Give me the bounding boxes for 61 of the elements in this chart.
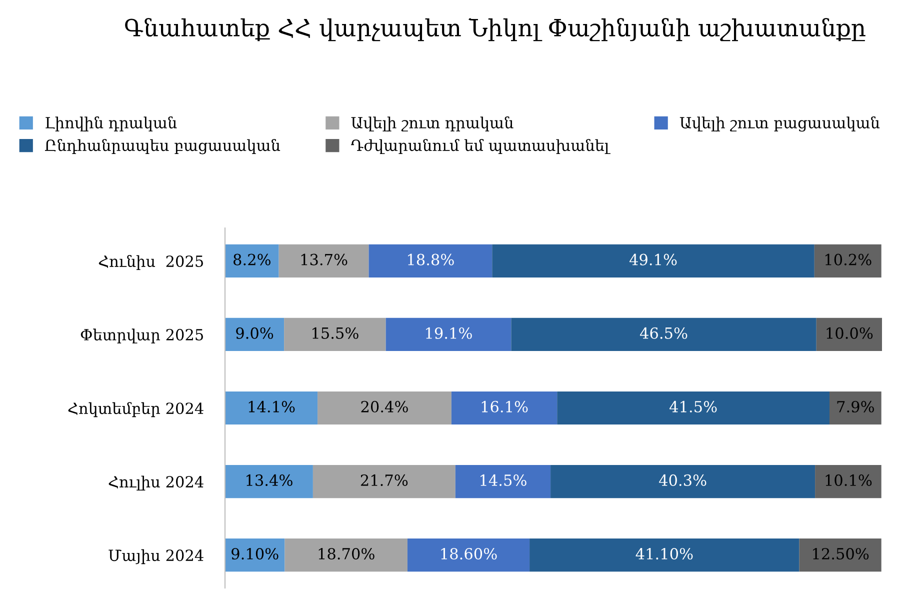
- data-label: 14.1%: [248, 400, 295, 412]
- data-label: 41.10%: [636, 548, 693, 560]
- bar: [312, 464, 456, 498]
- bar: [550, 464, 816, 498]
- data-label: 19.1%: [426, 327, 472, 339]
- data-label: 21.7%: [360, 474, 408, 486]
- legend-label: Ավելի շուտ դրական: [351, 116, 514, 132]
- data-label: 20.4%: [361, 400, 408, 412]
- bar: [284, 538, 408, 572]
- bar: [530, 538, 800, 572]
- bar: [455, 464, 551, 498]
- bar: [407, 538, 530, 572]
- data-label: 14.5%: [480, 474, 526, 486]
- bar: [225, 244, 279, 278]
- data-label: 8.2%: [234, 254, 270, 266]
- bar: [816, 318, 882, 352]
- bar: [284, 318, 386, 352]
- data-label: 49.1%: [629, 254, 677, 266]
- legend-label: Ավելի շուտ բացասական: [680, 116, 880, 132]
- data-label: 13.4%: [246, 474, 292, 486]
- bar: [278, 244, 369, 278]
- data-label: 18.60%: [441, 548, 497, 560]
- data-label: 40.3%: [659, 474, 706, 486]
- data-label: 7.9%: [837, 400, 874, 412]
- bar: [799, 538, 882, 572]
- bar: [225, 391, 318, 425]
- bar: [511, 318, 816, 352]
- data-label: 18.70%: [318, 548, 374, 560]
- data-label: 10.1%: [826, 474, 872, 486]
- data-label: 9.0%: [236, 327, 274, 339]
- bar: [815, 464, 882, 498]
- y-tick-label: Հուլիս 2024: [108, 476, 204, 491]
- y-tick-label: Մայիս 2024: [108, 549, 204, 564]
- bar: [225, 464, 313, 498]
- bar: [318, 391, 452, 425]
- data-label: 15.5%: [312, 327, 358, 339]
- bar: [386, 318, 512, 352]
- y-tick-label: Փետրվար 2025: [80, 328, 203, 344]
- data-label: 16.1%: [482, 400, 528, 412]
- bar: [814, 244, 882, 278]
- legend-label: Ընդհանրապես բացասական: [44, 139, 280, 154]
- bar: [225, 538, 285, 572]
- legend-label: Դժվարանում եմ պատասխանել: [351, 139, 610, 154]
- data-label: 41.5%: [670, 400, 717, 412]
- y-tick-label: Հունիս 2025: [98, 255, 203, 270]
- bar: [557, 391, 830, 425]
- bar: [492, 244, 814, 278]
- bar: [829, 391, 882, 425]
- data-label: 18.8%: [408, 254, 454, 266]
- legend-label: Լիովին դրական: [46, 116, 177, 132]
- bar: [451, 391, 558, 425]
- bar: [368, 244, 492, 278]
- y-tick-label: Հոկտեմբեր 2024: [68, 402, 204, 418]
- data-label: 46.5%: [640, 327, 688, 339]
- data-label: 10.2%: [825, 254, 872, 266]
- data-label: 12.50%: [813, 548, 869, 560]
- data-label: 13.7%: [301, 254, 348, 266]
- bar: [225, 318, 284, 352]
- data-label: 10.0%: [826, 327, 873, 339]
- data-label: 9.10%: [232, 548, 278, 560]
- chart-title: Գնահատեք ՀՀ վարչապետ Նիկոլ Փաշինյանի աշխատանքը: [125, 18, 866, 42]
